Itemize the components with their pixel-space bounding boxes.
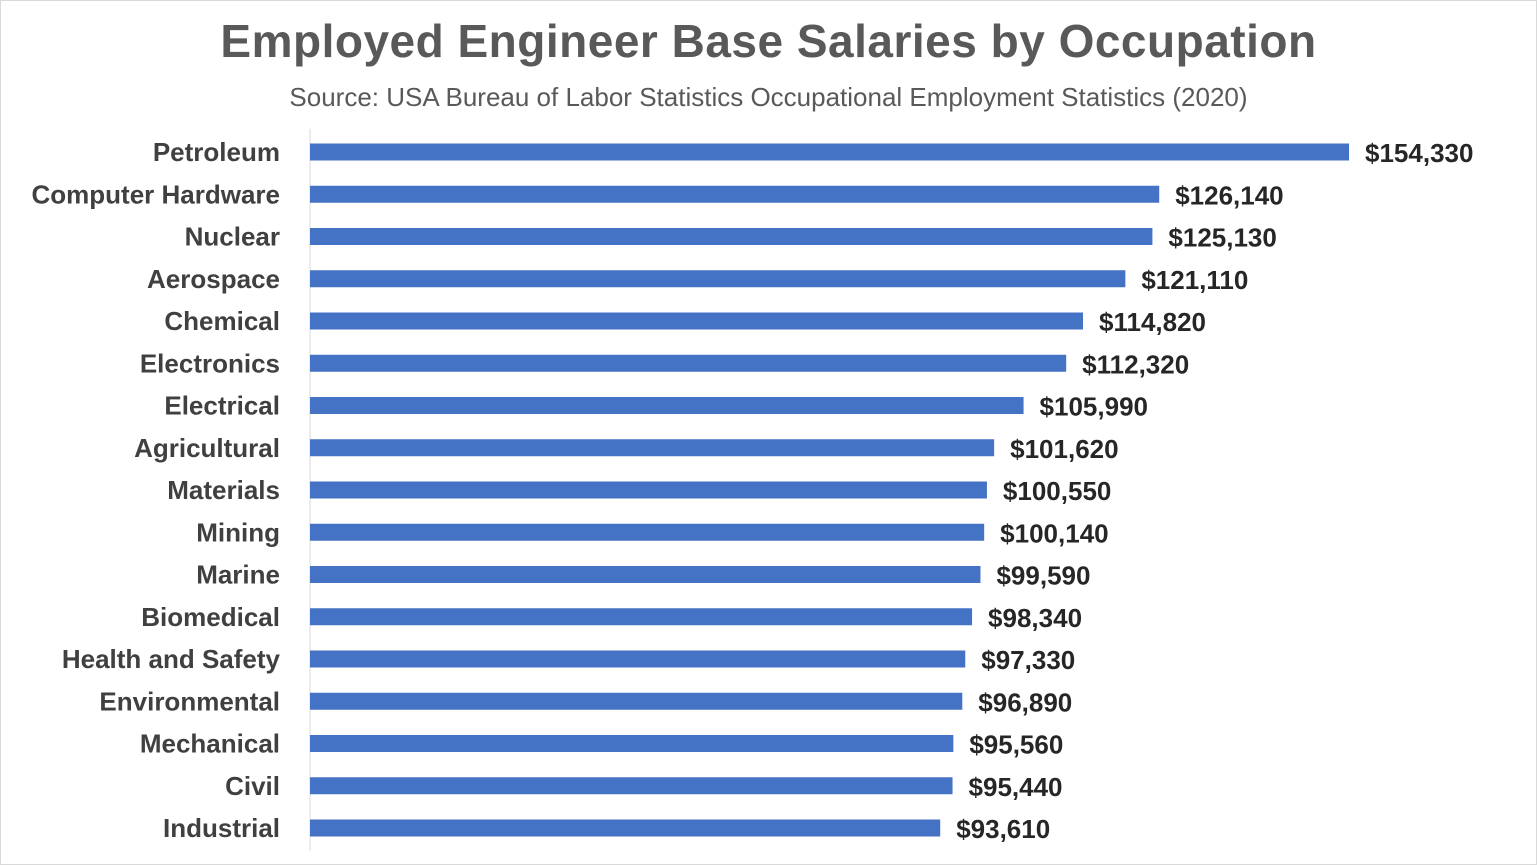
- value-label-marine: $99,590: [996, 561, 1090, 591]
- category-label-materials: Materials: [167, 475, 280, 505]
- chart-title: Employed Engineer Base Salaries by Occup…: [220, 15, 1317, 67]
- bar-mechanical: [310, 735, 954, 752]
- category-label-civil: Civil: [225, 771, 280, 801]
- category-label-mechanical: Mechanical: [140, 729, 280, 759]
- category-label-nuclear: Nuclear: [185, 222, 280, 252]
- value-label-health-and-safety: $97,330: [981, 645, 1075, 675]
- bar-computer-hardware: [310, 185, 1160, 203]
- value-labels: $154,330 $126,140 $125,130 $121,110 $114,820…: [956, 138, 1473, 844]
- value-label-petroleum: $154,330: [1365, 138, 1473, 168]
- bar-petroleum: [310, 143, 1349, 161]
- bar-chemical: [310, 312, 1084, 330]
- value-label-industrial: $93,610: [956, 814, 1050, 844]
- value-label-aerospace: $121,110: [1141, 265, 1248, 295]
- value-label-electrical: $105,990: [1040, 392, 1148, 422]
- value-label-materials: $100,550: [1003, 476, 1111, 506]
- bar-marine: [310, 566, 981, 583]
- value-label-mining: $100,140: [1000, 518, 1108, 548]
- bar-biomedical: [310, 608, 973, 626]
- value-label-chemical: $114,820: [1099, 307, 1206, 337]
- category-label-computer-hardware: Computer Hardware: [32, 179, 281, 209]
- category-label-aerospace: Aerospace: [147, 264, 280, 294]
- value-label-computer-hardware: $126,140: [1175, 180, 1283, 210]
- category-label-marine: Marine: [196, 560, 280, 590]
- bar-environmental: [310, 692, 963, 710]
- category-label-health-and-safety: Health and Safety: [62, 644, 281, 674]
- bars-group: [310, 143, 1349, 837]
- category-label-petroleum: Petroleum: [153, 137, 280, 167]
- category-label-electrical: Electrical: [164, 391, 280, 421]
- value-label-civil: $95,440: [969, 772, 1063, 802]
- chart-subtitle: Source: USA Bureau of Labor Statistics O…: [289, 82, 1248, 112]
- category-label-biomedical: Biomedical: [141, 602, 280, 632]
- category-labels: Petroleum Computer Hardware Nuclear Aerospa…: [32, 137, 281, 843]
- bar-health-and-safety: [310, 650, 966, 668]
- bar-materials: [310, 481, 987, 499]
- bar-nuclear: [310, 228, 1153, 245]
- value-label-nuclear: $125,130: [1168, 223, 1276, 253]
- category-label-chemical: Chemical: [164, 306, 280, 336]
- bar-industrial: [310, 819, 941, 837]
- category-label-industrial: Industrial: [163, 813, 280, 843]
- category-label-electronics: Electronics: [140, 348, 280, 378]
- bar-electronics: [310, 354, 1067, 372]
- category-label-mining: Mining: [196, 517, 280, 547]
- value-label-electronics: $112,320: [1082, 349, 1189, 379]
- value-label-agricultural: $101,620: [1010, 434, 1118, 464]
- bar-mining: [310, 523, 985, 541]
- category-label-agricultural: Agricultural: [134, 433, 280, 463]
- category-label-environmental: Environmental: [99, 686, 280, 716]
- value-label-environmental: $96,890: [978, 687, 1072, 717]
- bar-civil: [310, 777, 953, 795]
- bar-aerospace: [310, 270, 1126, 288]
- value-label-mechanical: $95,560: [969, 730, 1063, 760]
- bar-agricultural: [310, 439, 995, 457]
- bar-electrical: [310, 397, 1024, 414]
- value-label-biomedical: $98,340: [988, 603, 1082, 633]
